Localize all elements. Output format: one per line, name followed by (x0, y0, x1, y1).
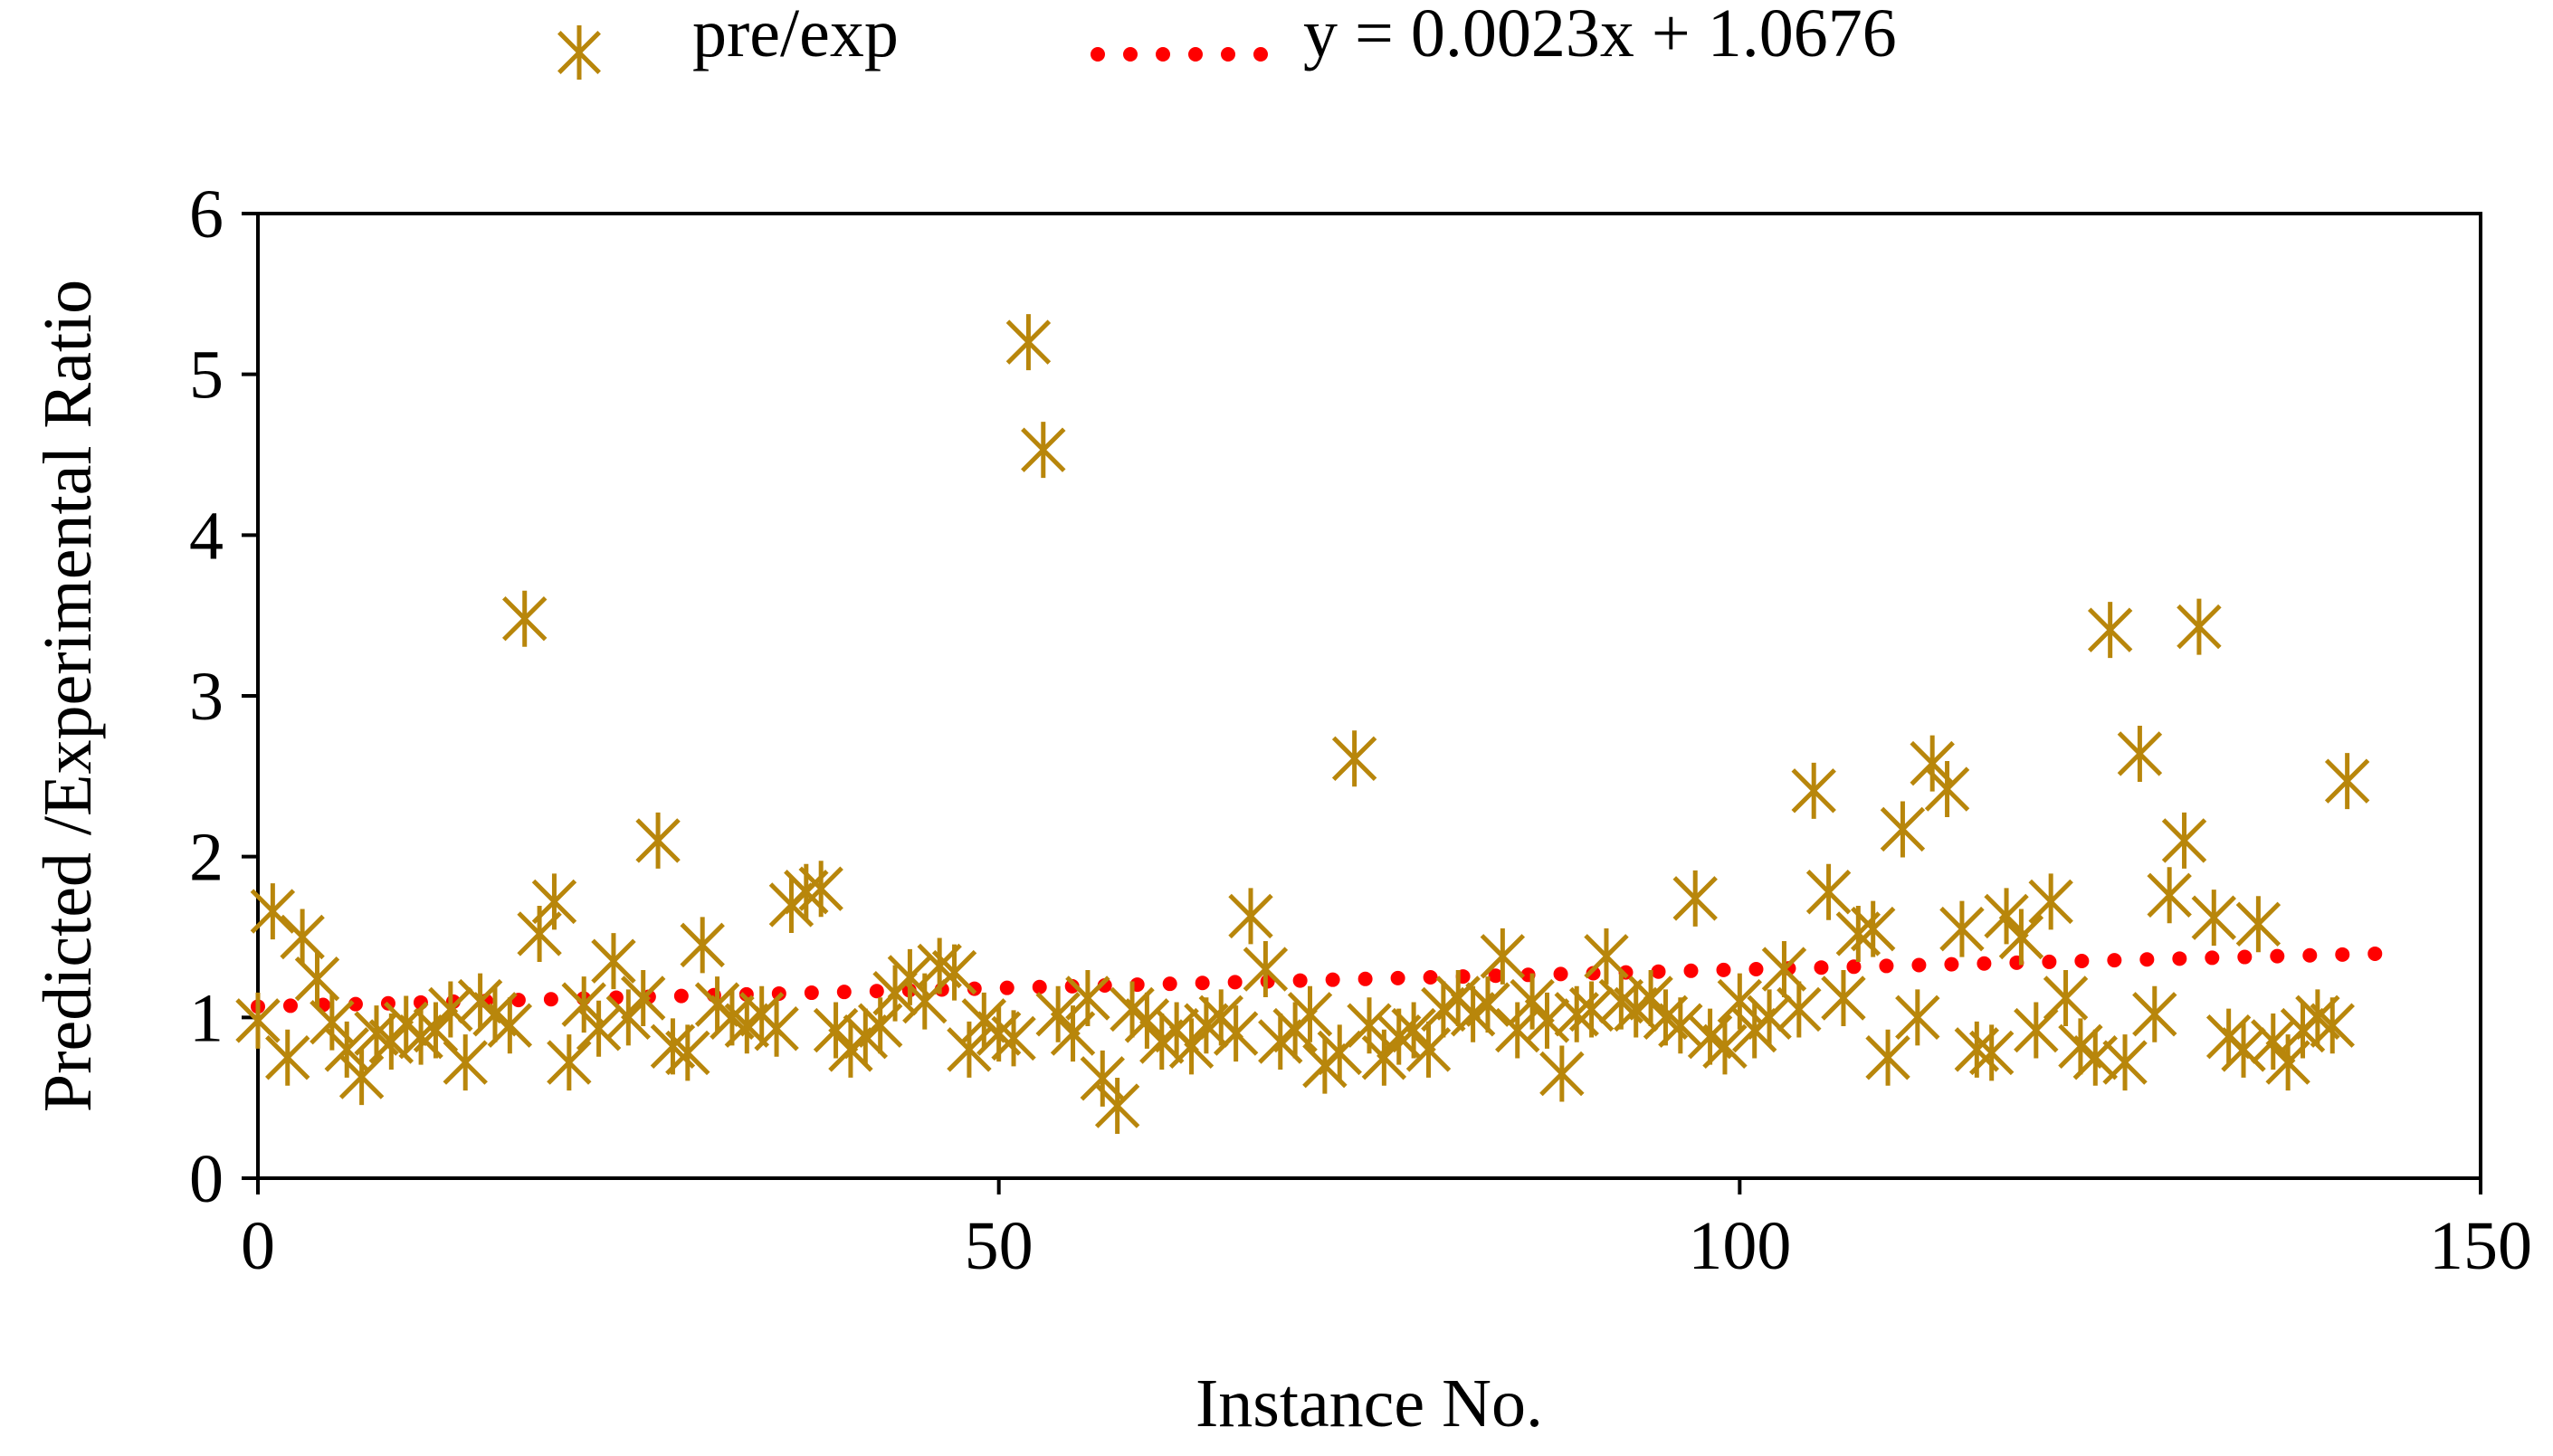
data-point (547, 1034, 592, 1091)
data-point (1213, 1005, 1259, 1062)
data-point (443, 1034, 488, 1091)
data-point (680, 917, 725, 974)
data-point (2235, 896, 2282, 953)
legend-label-trendline: y = 0.0023x + 1.0676 (1303, 0, 1897, 71)
data-point (665, 1024, 710, 1081)
data-point (1065, 970, 1110, 1027)
data-point (487, 997, 533, 1054)
data-point (1939, 900, 1985, 957)
y-axis-ticks: 0 1 2 3 4 5 6 (189, 176, 258, 1217)
data-point (2043, 970, 2089, 1027)
data-points (235, 314, 2370, 1135)
data-point (1880, 801, 1926, 858)
data-point (265, 1029, 310, 1086)
data-point (1658, 997, 1703, 1054)
data-point (1865, 1029, 1910, 1086)
data-point (620, 970, 666, 1027)
data-point (235, 992, 281, 1049)
data-point (1331, 730, 1377, 787)
data-point (1228, 888, 1273, 945)
trendline (251, 946, 2399, 1014)
data-point (2147, 867, 2192, 924)
data-point (1480, 928, 1526, 985)
x-tick-label: 150 (2429, 1208, 2532, 1284)
y-tick-label: 1 (189, 980, 224, 1056)
data-point (2177, 598, 2222, 655)
data-point (1465, 976, 1510, 1033)
y-tick-label: 2 (189, 820, 224, 896)
data-point (931, 944, 977, 1001)
trendline-path (251, 946, 2399, 1014)
data-point (1777, 981, 1822, 1038)
data-point (1998, 909, 2044, 966)
data-point (1243, 941, 1289, 998)
data-point (2132, 985, 2177, 1042)
y-tick-label: 5 (189, 338, 224, 414)
data-point (1805, 863, 1852, 920)
data-point (1524, 992, 1570, 1049)
legend-marker-pre-exp (557, 25, 601, 80)
data-point (2028, 873, 2073, 930)
data-point (754, 1000, 799, 1057)
data-point (798, 861, 843, 918)
data-point (1094, 1078, 1140, 1135)
y-tick-label: 6 (189, 176, 224, 252)
data-point (502, 590, 548, 647)
data-point (2087, 602, 2133, 659)
x-tick-label: 50 (965, 1208, 1034, 1284)
y-axis-title: Predicted /Experimental Ratio (30, 280, 106, 1112)
x-tick-label: 100 (1688, 1208, 1791, 1284)
y-tick-label: 0 (189, 1141, 224, 1217)
legend-label-pre-exp: pre/exp (692, 0, 899, 71)
data-point (576, 1000, 622, 1057)
data-point (1747, 989, 1792, 1046)
data-point (1850, 900, 1896, 957)
data-point (591, 933, 636, 990)
data-point (2324, 753, 2370, 810)
data-point (1672, 870, 1718, 927)
data-point (1005, 314, 1052, 371)
data-point (1539, 1045, 1585, 1102)
data-point (1924, 761, 1970, 818)
data-point (338, 1049, 385, 1106)
legend-asterisk (557, 25, 601, 80)
y-tick-label: 3 (189, 659, 224, 735)
data-point (991, 1010, 1036, 1067)
data-point (2161, 812, 2207, 869)
data-point (2221, 1021, 2266, 1078)
data-point (2191, 890, 2236, 947)
data-point (1968, 1024, 2015, 1081)
data-point (294, 950, 340, 1007)
data-point (2117, 725, 2163, 782)
data-point (2102, 1034, 2148, 1091)
data-point (2310, 997, 2355, 1054)
data-point (635, 812, 681, 869)
data-point (1287, 985, 1333, 1042)
data-point (428, 981, 473, 1038)
y-tick-label: 4 (189, 498, 224, 574)
x-axis-title: Instance No. (1196, 1366, 1543, 1442)
data-point (1021, 422, 1066, 479)
data-point (1791, 762, 1836, 819)
data-point (1702, 1018, 1748, 1075)
data-point (531, 873, 577, 930)
data-point (250, 883, 296, 940)
data-point (1895, 989, 1940, 1046)
legend: pre/exp y = 0.0023x + 1.0676 (557, 0, 1897, 80)
data-point (1821, 970, 1866, 1027)
x-axis-ticks: 0 50 100 150 (241, 1178, 2532, 1284)
x-tick-label: 0 (241, 1208, 275, 1284)
data-point (1568, 981, 1615, 1038)
data-point (1584, 928, 1629, 985)
